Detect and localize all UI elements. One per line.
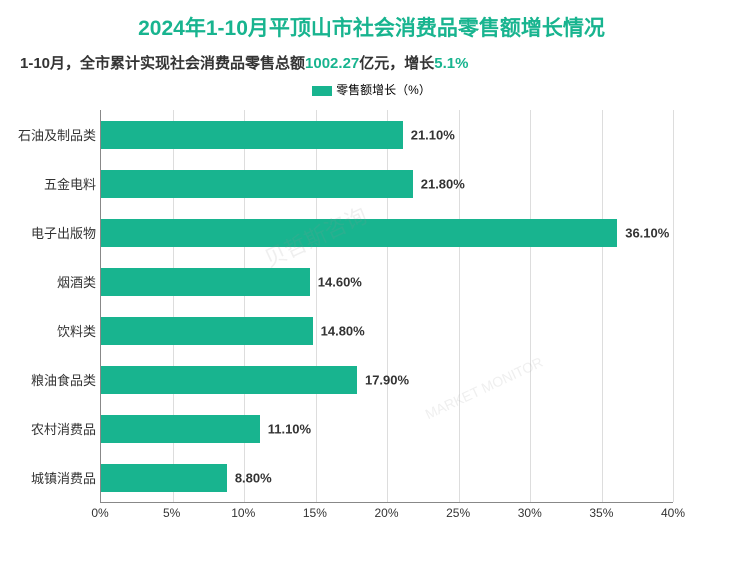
bar-row: 粮油食品类17.90% [101,355,673,404]
bar-track: 8.80% [101,464,673,492]
x-tick-label: 40% [661,506,685,520]
x-axis-ticks: 0%5%10%15%20%25%30%35%40% [100,503,673,523]
bar-track: 11.10% [101,415,673,443]
bar-row: 烟酒类14.60% [101,257,673,306]
category-label: 五金电料 [16,174,96,193]
chart-title: 2024年1-10月平顶山市社会消费品零售额增长情况 [20,12,723,42]
x-tick-label: 25% [446,506,470,520]
x-tick-label: 35% [589,506,613,520]
subtitle-mid: 亿元，增长 [359,55,434,72]
bar-row: 石油及制品类21.10% [101,110,673,159]
x-tick-label: 5% [163,506,180,520]
bar-value-label: 14.60% [318,274,362,289]
x-tick-label: 30% [518,506,542,520]
x-tick-label: 10% [231,506,255,520]
bar-row: 五金电料21.80% [101,159,673,208]
bar-value-label: 36.10% [625,225,669,240]
bar-fill: 17.90% [101,366,357,394]
bar-row: 农村消费品11.10% [101,404,673,453]
bar-track: 36.10% [101,219,673,247]
bar-fill: 8.80% [101,464,227,492]
category-label: 饮料类 [16,321,96,340]
title-text: 2024年1-10月平顶山市社会消费品零售额增长情况 [138,17,605,40]
category-label: 农村消费品 [16,419,96,438]
bar-fill: 21.80% [101,170,413,198]
plot-area: 石油及制品类21.10%五金电料21.80%电子出版物36.10%烟酒类14.6… [100,110,673,503]
bar-fill: 21.10% [101,121,403,149]
category-label: 粮油食品类 [16,370,96,389]
bar-value-label: 21.80% [421,176,465,191]
subtitle-value1: 1002.27 [305,55,359,72]
category-label: 电子出版物 [16,223,96,242]
bar-value-label: 21.10% [411,127,455,142]
subtitle: 1-10月，全市累计实现社会消费品零售总额1002.27亿元，增长5.1% [20,52,723,73]
bar-track: 14.80% [101,317,673,345]
subtitle-value2: 5.1% [434,55,468,72]
category-label: 石油及制品类 [16,125,96,144]
bar-row: 城镇消费品8.80% [101,453,673,502]
bar-track: 14.60% [101,268,673,296]
x-tick-label: 20% [374,506,398,520]
bar-fill: 14.80% [101,317,313,345]
bar-row: 饮料类14.80% [101,306,673,355]
bar-fill: 11.10% [101,415,260,443]
bar-track: 21.10% [101,121,673,149]
bar-track: 21.80% [101,170,673,198]
x-tick-label: 0% [91,506,108,520]
bar-row: 电子出版物36.10% [101,208,673,257]
x-tick-label: 15% [303,506,327,520]
legend: 零售额增长（%） [20,81,723,98]
bar-value-label: 11.10% [268,421,311,436]
category-label: 烟酒类 [16,272,96,291]
category-label: 城镇消费品 [16,468,96,487]
legend-label: 零售额增长（%） [336,83,431,97]
bar-track: 17.90% [101,366,673,394]
bar-value-label: 14.80% [321,323,365,338]
bar-value-label: 8.80% [235,470,272,485]
legend-marker [312,86,332,96]
gridline [673,110,674,502]
bar-fill: 36.10% [101,219,617,247]
bar-value-label: 17.90% [365,372,409,387]
subtitle-prefix: 1-10月，全市累计实现社会消费品零售总额 [20,55,305,72]
bar-fill: 14.60% [101,268,310,296]
bar-chart: 石油及制品类21.10%五金电料21.80%电子出版物36.10%烟酒类14.6… [100,110,673,523]
